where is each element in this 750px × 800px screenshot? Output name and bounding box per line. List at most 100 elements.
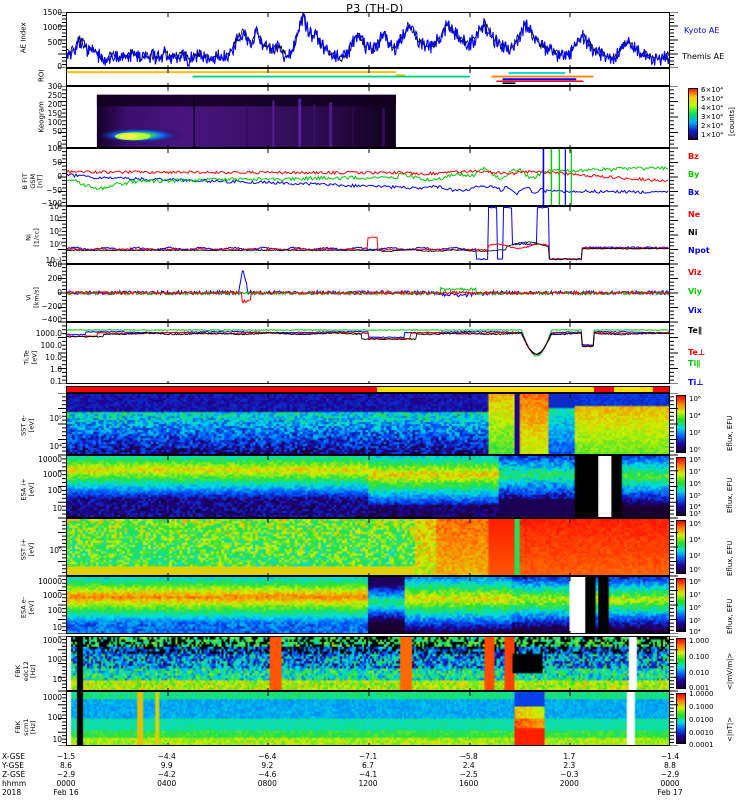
panel-temperature — [66, 322, 670, 384]
temp-ytick-10: 10.0 — [45, 353, 62, 362]
legend-te-par: Te∥ — [688, 326, 702, 335]
sst-i-cbar-0: 10⁶ — [689, 520, 701, 528]
keogram-ytick-0: 0 — [57, 140, 62, 149]
fbk-e-cbar-0: 1.000 — [689, 637, 710, 645]
x-axis-value-6-3: 0000 — [660, 779, 680, 788]
x-axis-value-6-0: −1.4 — [660, 752, 680, 761]
fbk-s-colorbar — [676, 693, 686, 744]
keogram-colorbar — [688, 88, 698, 140]
spec-fbk-e-canvas — [67, 637, 669, 690]
fbk-e-cbar-2: 0.010 — [689, 669, 710, 677]
x-axis-value-4-1: 2.4 — [462, 761, 475, 770]
keogram-cbar-tick-2: 4×10⁴ — [701, 104, 724, 112]
x-axis-value-1-3: 0400 — [157, 779, 177, 788]
temp-ytick-1000: 1000.0 — [35, 329, 62, 338]
x-axis-row-label-z-gse: Z-GSE — [2, 770, 26, 779]
sst-e-ytick-1e4: 10⁴ — [49, 442, 62, 451]
fbk-s-cbar-1: 0.1000 — [689, 703, 714, 711]
x-axis-value-6-4: Feb 17 — [657, 788, 683, 797]
fbk-s-cbar-3: 0.0010 — [689, 729, 714, 737]
temp-ytick-1: 1.0 — [50, 365, 62, 374]
esa-i-ytick-100: 100 — [47, 486, 62, 495]
bfit-ytick-m50: −50 — [46, 186, 62, 195]
spec-sst-e-canvas — [67, 394, 669, 454]
esa-i-cbar-4: 10⁴ — [689, 503, 701, 511]
fbk-e-ytick-1000: 1000 — [42, 636, 62, 645]
panel-ni-density — [66, 206, 670, 264]
sst-e-cbar-unit: Eflux, EFU — [726, 415, 734, 451]
esa-i-ytick-10: 10 — [52, 504, 62, 513]
legend-kyoto-ae: Kyoto AE — [684, 26, 720, 35]
keogram-image — [94, 94, 396, 147]
esa-e-ytick-10000: 10000 — [38, 577, 62, 586]
spec-esa-e-canvas — [67, 577, 669, 633]
legend-ne: Ne — [688, 210, 701, 219]
x-axis-value-6-2: −2.9 — [660, 770, 680, 779]
sst-i-ytick-1e5: 10⁵ — [49, 546, 62, 555]
x-axis-row-label-2018: 2018 — [2, 788, 22, 797]
legend-vix: Vix — [688, 306, 702, 315]
bfit-ytick-100: 100 — [47, 144, 62, 153]
keogram-cbar-unit: [counts] — [728, 107, 736, 136]
bfit-ytick-0: 0 — [57, 172, 62, 181]
ni-ytick-1e5: 10⁵ — [49, 202, 62, 211]
keogram-ytick-150: 150 — [47, 109, 62, 118]
x-axis-value-0-0: −1.5 — [56, 752, 76, 761]
x-axis-value-3-2: −4.1 — [358, 770, 378, 779]
panel-ae-index — [66, 12, 670, 68]
keogram-ytick-300: 300 — [47, 82, 62, 91]
legend-npot: Npot — [688, 246, 710, 255]
sst-e-cbar-0: 10⁶ — [689, 395, 701, 403]
x-axis-value-6-1: 8.8 — [664, 761, 676, 770]
vi-velocity-plot — [67, 270, 669, 304]
legend-viz: Viz — [688, 268, 702, 277]
x-axis-value-1-1: 9.9 — [160, 761, 173, 770]
vi-ytick-200: 200 — [47, 274, 62, 283]
keogram-cbar-tick-3: 3×10⁴ — [701, 113, 724, 121]
esa-i-cbar-unit: Eflux, EFU — [726, 477, 734, 513]
keogram-cbar-tick-5: 1×10⁴ — [701, 131, 724, 139]
fbk-e-cbar-unit: <|mV/m|> — [726, 652, 734, 690]
x-axis-value-5-0: 1.7 — [563, 752, 576, 761]
x-axis-value-3-1: 6.7 — [362, 761, 374, 770]
legend-te-perp: Te⊥ — [688, 348, 706, 357]
keogram-cbar-tick-0: 6×10⁴ — [701, 86, 724, 94]
x-axis-value-5-1: 2.3 — [563, 761, 576, 770]
keogram-cbar-tick-4: 2×10⁴ — [701, 122, 724, 130]
panel-sst-ion — [66, 518, 670, 576]
panel-roi — [66, 68, 670, 86]
ae-ytick-1000: 1000 — [42, 23, 62, 32]
ae-index-plot — [67, 13, 669, 67]
vi-ytick-400: 400 — [47, 260, 62, 269]
esa-i-cbar-5: 10³ — [689, 510, 701, 518]
esa-e-cbar-unit: Eflux, EFU — [726, 598, 734, 634]
fbk-s-ytick-10: 10 — [52, 735, 62, 744]
esa-e-ytick-10: 10 — [52, 623, 62, 632]
ae-index-ylabel: AE Index — [19, 22, 28, 54]
esa-e-cbar-1: 10⁷ — [689, 591, 701, 599]
esa-e-cbar-2: 10⁶ — [689, 604, 701, 612]
panel-esa-electron — [66, 576, 670, 634]
sst-i-cbar-1: 10⁴ — [689, 536, 701, 544]
bfit-ytick-50: 50 — [52, 158, 62, 167]
legend-bz: Bz — [688, 152, 699, 161]
esa-i-cbar-0: 10⁸ — [689, 456, 701, 464]
x-axis-value-0-1: 8.6 — [60, 761, 72, 770]
x-axis-row-label-y-gse: Y-GSE — [2, 761, 24, 770]
vi-ytick-0: 0 — [57, 288, 62, 297]
keogram-ytick-50: 50 — [52, 127, 62, 136]
esa-e-ytick-100: 100 — [47, 606, 62, 615]
keogram-ytick-250: 250 — [47, 91, 62, 100]
fbk-s-ytick-100: 100 — [47, 713, 62, 722]
esa-i-cbar-1: 10⁷ — [689, 468, 701, 476]
fbk-e-ytick-100: 100 — [47, 655, 62, 664]
vi-ytick-m200: −200 — [41, 302, 62, 311]
temperature-plot — [67, 328, 669, 357]
panel-sst-electron — [66, 393, 670, 455]
mode-bar — [66, 386, 670, 393]
sst-e-ytick-1e5: 10⁵ — [49, 414, 62, 423]
fbk-s-cbar-4: 0.0001 — [689, 741, 714, 749]
roi-bars — [67, 71, 594, 85]
x-axis-value-2-2: −4.6 — [258, 770, 277, 779]
